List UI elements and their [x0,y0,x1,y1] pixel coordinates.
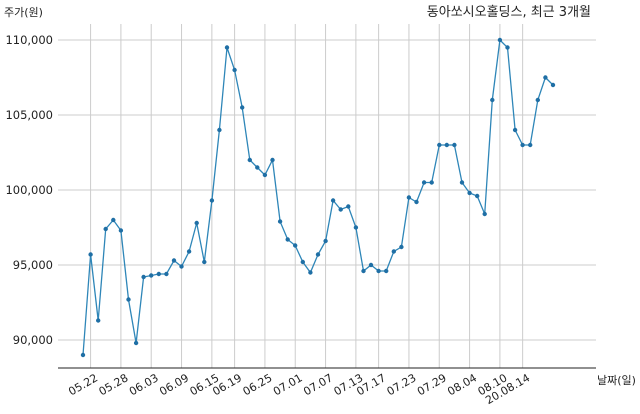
data-point [346,204,351,209]
y-tick-label: 95,000 [13,258,53,272]
data-point [482,211,487,217]
data-point [391,249,396,254]
y-axis-label: 주가(원) [4,6,43,19]
data-point [353,225,359,230]
x-tick-label: 06.09 [157,371,191,398]
chart-title: 동아쏘시오홀딩스, 최근 3개월 [427,5,591,20]
data-point [429,180,434,185]
y-tick-label: 105,000 [5,108,53,122]
data-point [240,105,245,110]
data-point [543,75,548,80]
data-point [171,258,177,263]
data-point [444,142,449,148]
x-tick-label: 07.01 [271,371,305,398]
data-point [209,198,215,203]
data-point [80,352,86,358]
x-tick-label: 08.04 [445,371,479,398]
data-point [118,228,124,233]
data-point [224,45,230,50]
data-point [88,252,93,257]
data-point [232,67,237,73]
data-point [133,340,139,346]
data-point [497,37,503,43]
data-point [535,97,540,103]
data-point [330,198,336,203]
data-point [285,237,290,242]
data-point [414,199,419,205]
x-axis-label: 날짜(일) [597,373,636,387]
data-point [475,193,480,199]
x-tick-label: 05.28 [97,371,131,398]
y-tick-labels: 90,000 95,000 100,000 105,000 110,000 [5,33,53,347]
x-tick-labels: 05.2205.2806.0306.0906.1506.1906.2507.01… [66,371,532,407]
data-point [156,271,161,277]
data-point [96,318,101,323]
x-tick-label: 06.25 [241,371,275,398]
data-point [300,259,305,265]
data-point [255,165,260,170]
data-point [202,259,207,265]
data-point [217,127,222,133]
x-tick-label: 07.07 [301,371,335,398]
data-point [421,180,427,185]
price-line [82,38,554,356]
x-tick-label: 06.03 [127,371,161,398]
data-point [126,297,131,302]
data-point [467,190,472,196]
data-point [452,142,457,148]
data-point [164,271,169,277]
data-point [361,268,366,274]
x-tick-label: 07.29 [415,371,449,398]
data-point [293,243,298,248]
data-point [512,127,518,133]
data-point [270,157,275,163]
data-point [323,238,328,244]
data-point [437,142,442,148]
data-point [376,268,381,274]
data-point [406,195,412,200]
data-point [520,142,525,148]
data-point [141,274,146,280]
data-point [277,219,283,224]
data-point [186,249,192,254]
data-point [247,157,252,163]
data-point [149,273,154,278]
y-gridlines [58,39,596,341]
x-tick-label: 07.23 [385,371,419,398]
data-point [111,217,116,223]
data-point [262,172,268,178]
data-point [528,142,533,148]
data-point [368,262,374,268]
data-point [550,82,556,88]
data-point [194,220,199,226]
x-tick-label: 05.22 [66,371,100,398]
y-tick-label: 100,000 [5,183,53,197]
y-tick-label: 110,000 [5,33,53,47]
data-point [338,207,343,212]
data-point [103,226,108,232]
data-point [459,180,465,185]
data-point [505,45,510,50]
data-point [384,268,389,274]
data-point [315,252,321,257]
data-point [308,270,313,275]
data-point [399,244,404,250]
data-point [179,264,184,269]
price-points [80,37,556,358]
data-point [490,97,495,103]
y-tick-label: 90,000 [13,333,53,347]
x-gridlines [90,24,524,368]
